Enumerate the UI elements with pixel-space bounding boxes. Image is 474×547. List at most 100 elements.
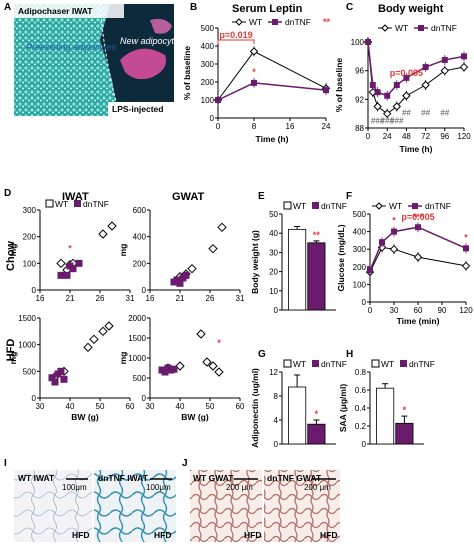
- data-point-wt: [249, 47, 259, 56]
- scale-label-2: 100μm: [146, 483, 171, 492]
- x-tick-label: 8: [252, 122, 257, 131]
- data-point-wt: [440, 66, 450, 75]
- x-tick-label: 30: [146, 402, 155, 411]
- scatter-point-wt: [56, 258, 66, 269]
- x-tick-label: 30: [390, 306, 399, 315]
- data-point-dntnf: [251, 79, 257, 86]
- y-axis-label: mg: [8, 244, 18, 257]
- y-tick-label: 0.2: [355, 422, 367, 431]
- chart-b-title: Serum Leptin: [232, 3, 303, 15]
- data-point-dntnf: [461, 53, 467, 60]
- panel-letter-d: D: [4, 188, 11, 199]
- legend-wt: WT: [249, 17, 262, 27]
- x-tick-label: 96: [440, 132, 449, 141]
- hash-marker: ##: [421, 109, 430, 118]
- y-tick-label: 600: [133, 206, 147, 215]
- significance-stars: ***: [413, 212, 424, 222]
- scale-label-3: 200 μm: [226, 483, 253, 492]
- x-tick-label: 60: [236, 402, 245, 411]
- panel-letter-b: B: [190, 2, 197, 13]
- histology-wt-gwat: [190, 470, 262, 542]
- y-tick-label: 300: [353, 245, 367, 254]
- legend-dntnf: dnTNF: [321, 359, 347, 369]
- x-tick-label: 48: [402, 132, 411, 141]
- data-point-dntnf: [463, 245, 469, 252]
- legend-dntnf: dnTNF: [425, 201, 451, 211]
- y-tick-label: 88: [355, 124, 364, 133]
- scatter-point-dntnf: [48, 374, 56, 382]
- y-tick-label: 200: [353, 263, 367, 272]
- y-tick-label: 300: [201, 60, 215, 69]
- y-tick-label: 0: [142, 286, 147, 295]
- y-tick-label: 0: [362, 440, 367, 449]
- panel-letter-j: J: [182, 458, 188, 469]
- y-tick-label: 200: [23, 233, 37, 242]
- x-tick-label: 120: [459, 306, 473, 315]
- bar-wt: [288, 386, 307, 445]
- legend-dntnf: dnTNF: [409, 359, 435, 369]
- y-axis-label: SAA (μg/ml): [338, 384, 348, 432]
- data-point-dntnf: [367, 267, 373, 274]
- y-tick-label: 1000: [128, 354, 146, 363]
- y-tick-label: 0: [274, 440, 279, 449]
- histology-dntnf-iwat: [94, 470, 176, 542]
- bar-dntnf: [307, 242, 326, 311]
- data-point-wt: [413, 252, 423, 262]
- data-point-dntnf: [422, 64, 429, 71]
- y-axis-label: % of baseline: [182, 46, 192, 101]
- scatter-point-wt: [98, 326, 108, 337]
- scatter-point-dntnf: [51, 378, 59, 386]
- scatter-point-wt: [217, 222, 227, 233]
- scale-label-1: 100μm: [62, 483, 87, 492]
- scatter-point-wt: [175, 361, 185, 371]
- hash-marker: ###: [371, 117, 385, 126]
- legend-wt: WT: [381, 359, 394, 369]
- data-point-wt: [382, 109, 392, 118]
- scatter-point-wt: [89, 334, 99, 345]
- panel-letter-c: C: [346, 2, 353, 13]
- data-point-wt: [392, 102, 402, 111]
- y-tick-label: 0: [362, 298, 367, 307]
- y-tick-label: 400: [133, 233, 147, 242]
- p-value: p=0.095: [390, 68, 423, 78]
- x-tick-label: 120: [457, 132, 471, 141]
- significance-star: *: [68, 243, 72, 253]
- scatter-point-wt: [83, 342, 93, 353]
- label-hfd-2: HFD: [154, 530, 171, 540]
- panel-a: A Adipochaser IWAT Preexisting adipocyte…: [4, 2, 184, 117]
- y-tick-label: 1500: [18, 314, 36, 323]
- scatter-point-dntnf: [63, 271, 71, 279]
- hash-marker: ##: [440, 109, 449, 118]
- legend-wt: WT: [293, 201, 306, 211]
- legend-wt: WT: [55, 199, 68, 209]
- data-point-wt: [459, 62, 469, 72]
- chart-h: 0 0.2 0.4 0.6 0.8 SAA (μg/ml) * WT dnTNF: [338, 359, 435, 449]
- y-tick-label: 40: [269, 229, 278, 238]
- legend-dntnf: dnTNF: [321, 201, 347, 211]
- x-axis-label: BW (g): [181, 412, 209, 422]
- y-tick-label: 300: [23, 206, 37, 215]
- y-tick-label: 1500: [128, 334, 146, 343]
- x-axis-label: Time (h): [256, 134, 289, 144]
- panel-letter-a: A: [4, 2, 11, 13]
- x-tick-label: 16: [36, 294, 45, 303]
- legend-wt-marker: [45, 199, 54, 208]
- y-tick-label: 500: [353, 210, 367, 219]
- label-dntnf-gwat: dnTNF GWAT: [267, 473, 322, 483]
- scatter-point-dntnf: [57, 271, 65, 279]
- y-tick-label: 500: [23, 367, 37, 376]
- scatter-point-dntnf: [161, 368, 169, 376]
- data-point-dntnf: [323, 87, 329, 94]
- scatter-point-wt: [98, 229, 108, 239]
- scatter-point-wt: [208, 243, 218, 254]
- data-point-wt: [461, 261, 471, 271]
- x-tick-label: 31: [236, 294, 245, 303]
- chart-d-iwat-hfd: 0 500 1000 1500 30 40 50 60 mg BW (g): [8, 314, 135, 422]
- y-tick-label: 100: [353, 280, 367, 289]
- y-tick-label: 0: [142, 394, 147, 403]
- y-tick-label: 30: [269, 248, 278, 257]
- panel-letter-e: E: [258, 191, 265, 202]
- chart-g: 0 4 8 12 Adiponectin (ug/ml) * WT dnTNF: [250, 359, 347, 449]
- x-tick-label: 60: [126, 402, 135, 411]
- panel-letter-h: H: [346, 349, 353, 360]
